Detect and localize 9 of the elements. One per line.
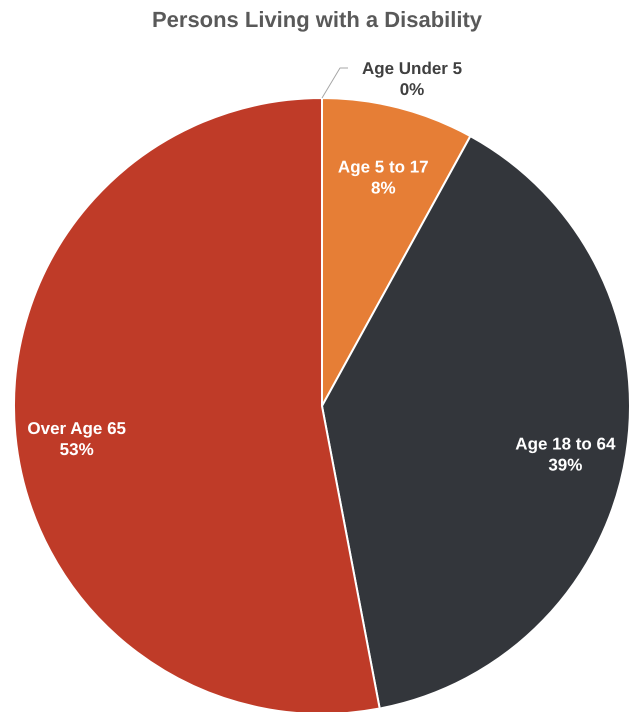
slice-label: Over Age 65 [27, 419, 126, 438]
chart-title: Persons Living with a Disability [152, 7, 483, 32]
data-label: 8% [370, 178, 396, 198]
category-label: Age Under 5 [362, 59, 462, 78]
data-label: 39% [548, 456, 582, 475]
data-label: 53% [60, 440, 94, 460]
slice-label: Age 18 to 64 [515, 434, 616, 454]
slice-label: Age 5 to 17 [338, 157, 429, 176]
text: 0% [400, 80, 424, 99]
